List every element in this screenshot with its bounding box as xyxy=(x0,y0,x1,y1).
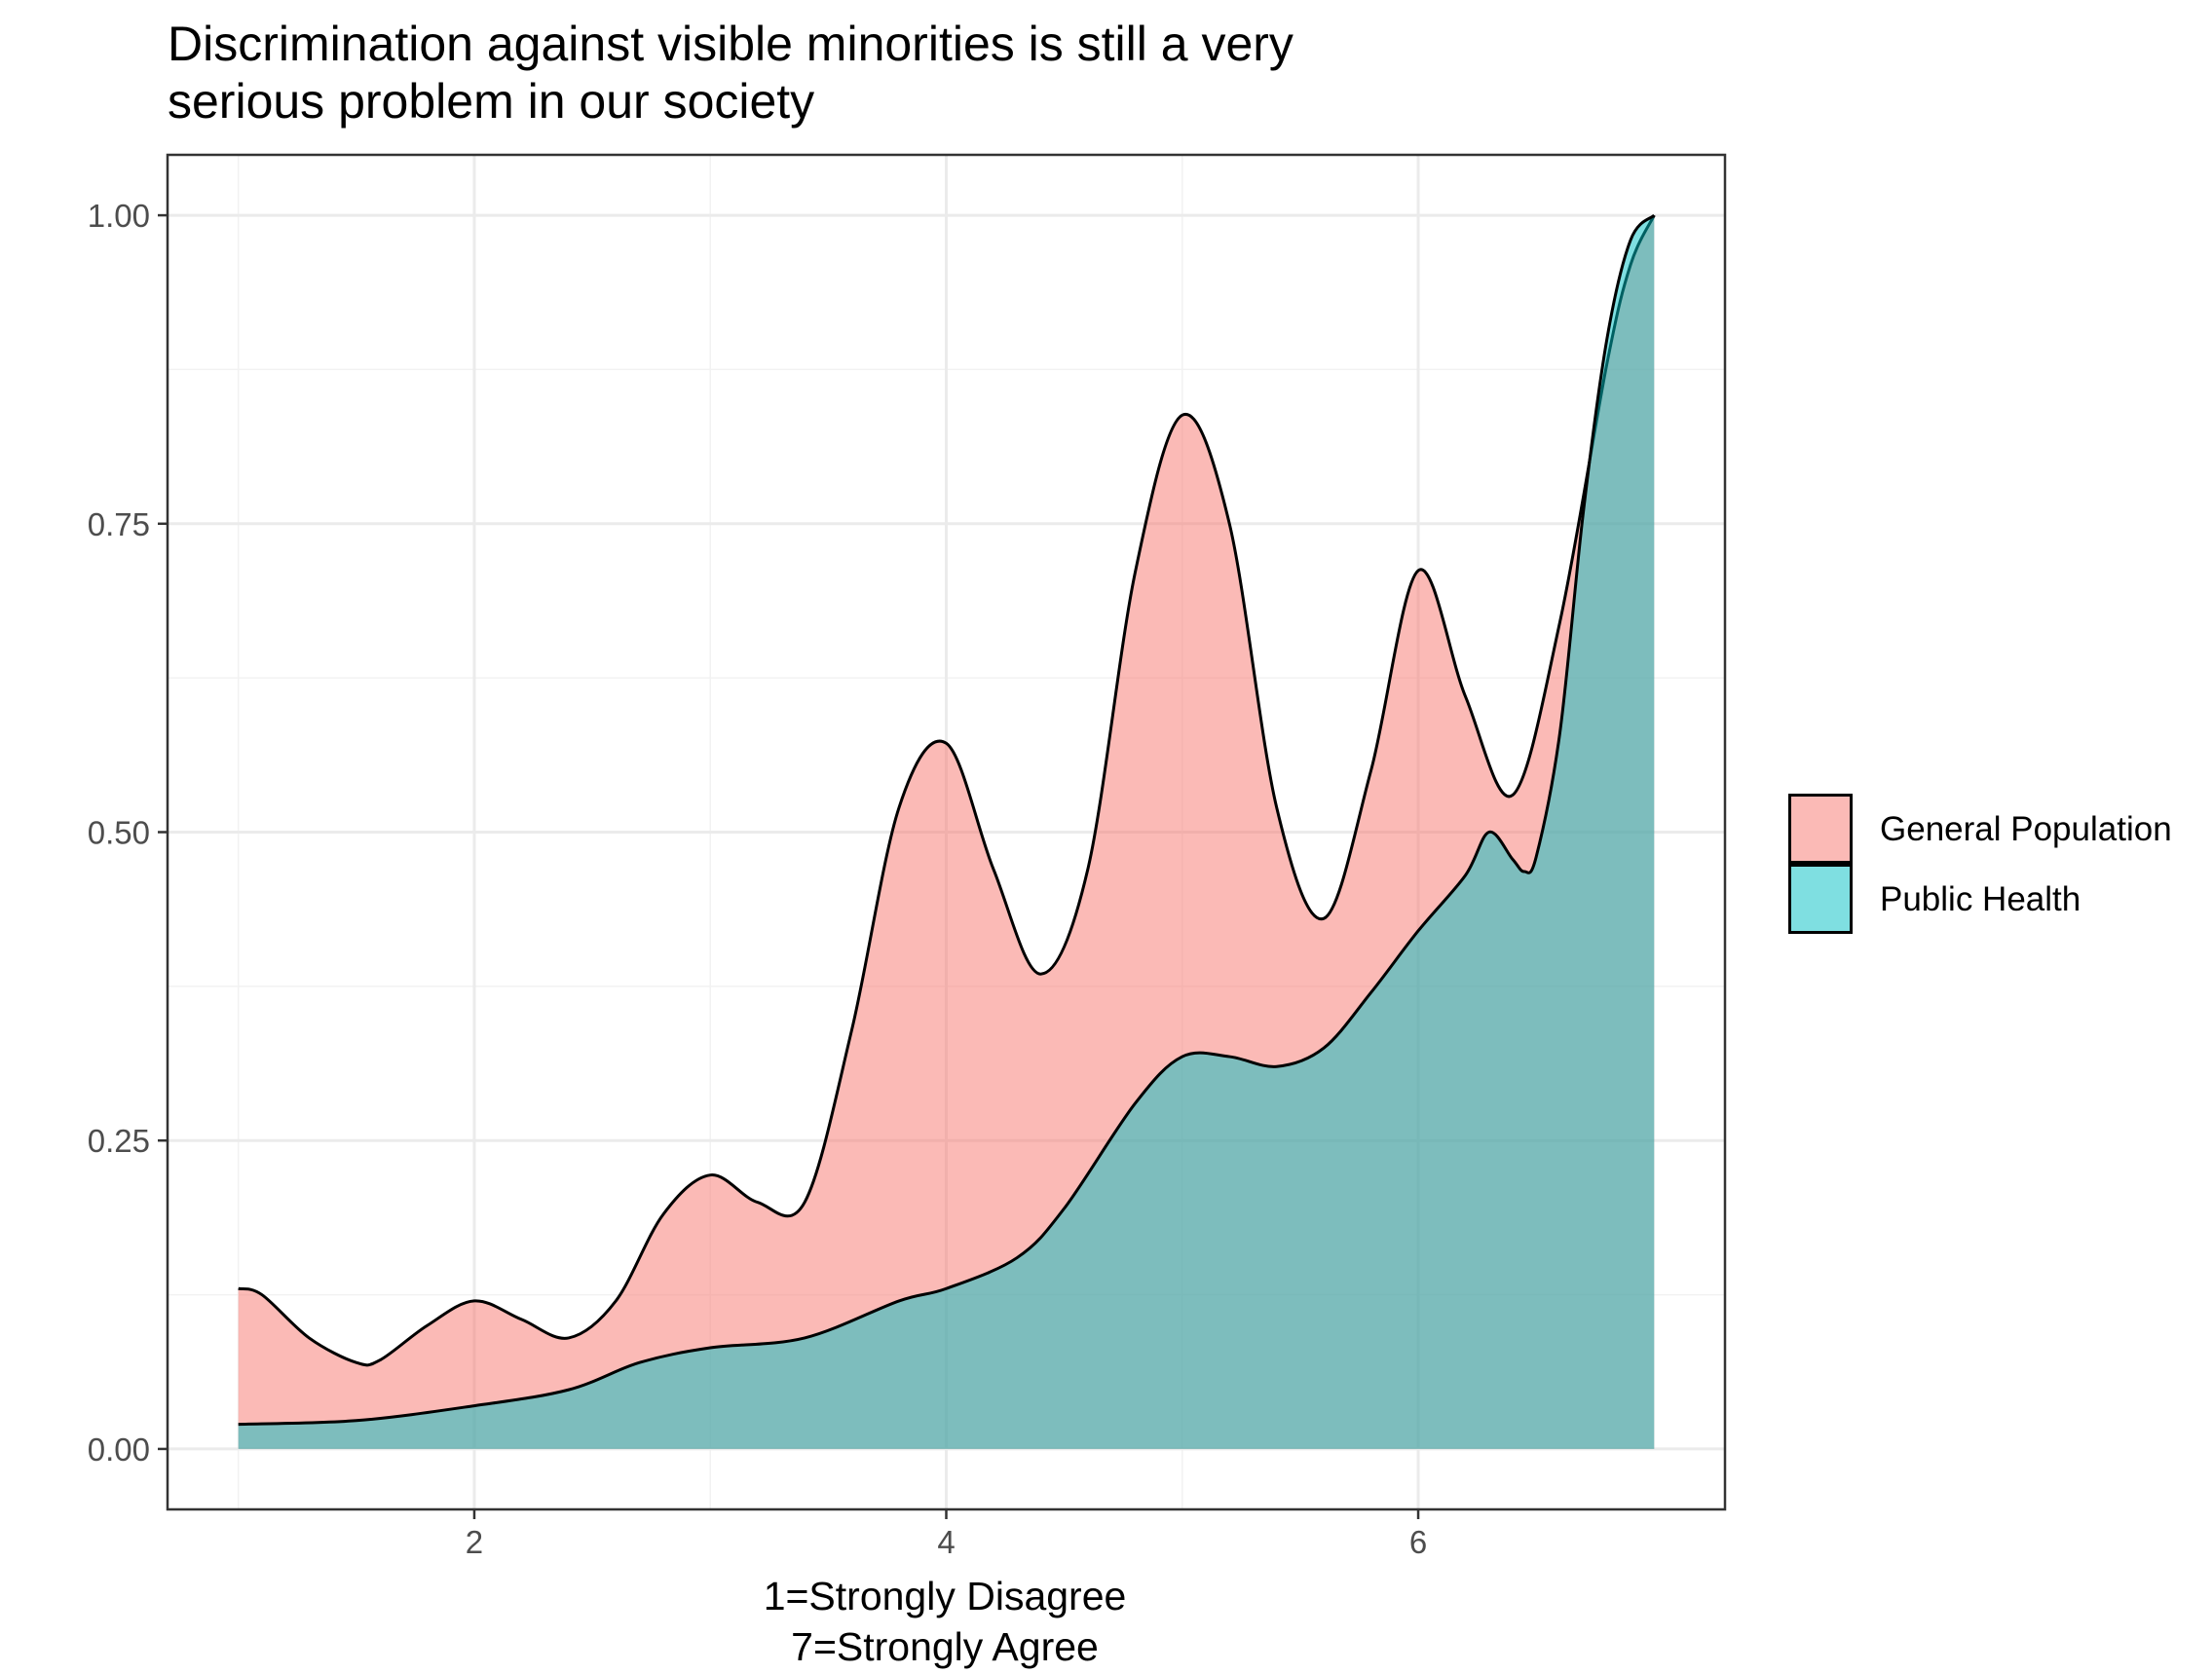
y-tick-label: 1.00 xyxy=(88,198,150,234)
legend: General Population Public Health xyxy=(1788,794,2172,934)
x-axis-title-line-2: 7=Strongly Agree xyxy=(791,1624,1099,1669)
chart-title-line-2: serious problem in our society xyxy=(168,74,814,129)
area-public-health xyxy=(238,215,1655,1449)
chart-title-line-1: Discrimination against visible minoritie… xyxy=(168,17,1293,71)
y-tick-label: 0.75 xyxy=(88,506,150,542)
x-axis-title-line-1: 1=Strongly Disagree xyxy=(764,1574,1127,1618)
x-tick-label: 2 xyxy=(466,1524,483,1560)
line-public-health xyxy=(238,213,1656,1427)
legend-label: Public Health xyxy=(1880,880,2081,918)
legend-swatch xyxy=(1788,864,1853,934)
x-tick-label: 4 xyxy=(937,1524,955,1560)
y-tick-label: 0.25 xyxy=(88,1123,150,1159)
legend-label: General Population xyxy=(1880,810,2172,848)
legend-swatch xyxy=(1788,794,1853,864)
axis-ticks: 2 4 6 0.00 0.25 0.50 0.75 1.00 xyxy=(88,198,1427,1560)
y-tick-label: 0.50 xyxy=(88,815,150,851)
density-areas xyxy=(238,213,1656,1449)
line-general-population xyxy=(238,214,1656,1367)
x-tick-label: 6 xyxy=(1409,1524,1427,1560)
y-tick-label: 0.00 xyxy=(88,1431,150,1468)
